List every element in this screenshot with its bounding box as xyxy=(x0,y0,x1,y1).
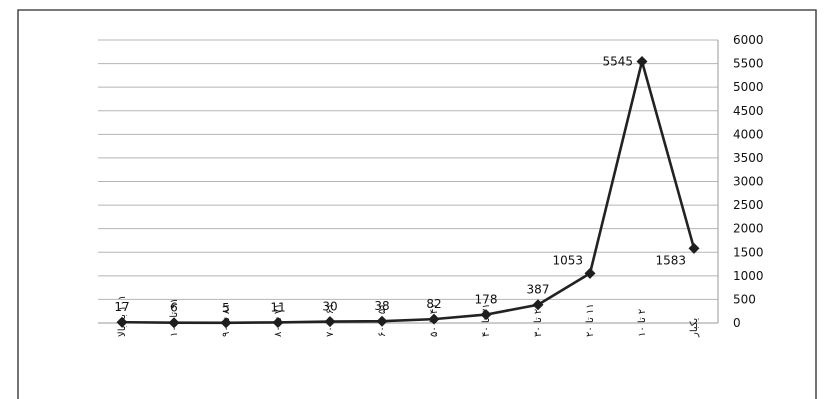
data-point-marker xyxy=(480,309,492,321)
x-tick-label: ۱۱ تا ۲۰ xyxy=(585,303,596,337)
y-tick-label: 3000 xyxy=(733,175,764,189)
x-tick-label: ۲۱ تا ۳۰ xyxy=(533,303,544,337)
data-label: 17 xyxy=(114,300,129,314)
data-point-marker xyxy=(324,316,336,328)
data-labels: 17 6 5 11 30 38 82 178 387 1053 5545 1583 xyxy=(114,54,686,314)
data-point-marker xyxy=(376,315,388,327)
x-tick-label: یکبار xyxy=(689,318,700,338)
data-label: 387 xyxy=(527,283,550,297)
chart-frame-border xyxy=(17,9,817,399)
series-markers xyxy=(116,55,700,329)
data-label: 1583 xyxy=(655,253,686,267)
y-tick-label: 500 xyxy=(733,292,756,306)
y-tick-label: 3500 xyxy=(733,151,764,165)
y-tick-label: 5000 xyxy=(733,80,764,94)
y-tick-label: 2000 xyxy=(733,222,764,236)
data-label: 178 xyxy=(475,293,498,307)
data-point-marker xyxy=(688,242,700,254)
y-tick-label: 4500 xyxy=(733,104,764,118)
data-label: 5 xyxy=(222,301,230,315)
data-point-marker xyxy=(220,317,232,329)
data-point-marker xyxy=(272,316,284,328)
series-line xyxy=(121,60,696,325)
y-axis-tick-labels: 0 500 1000 1500 2000 2500 3000 3500 4000 4500 5000… xyxy=(733,33,764,330)
data-label: 38 xyxy=(374,299,389,313)
data-label: 5545 xyxy=(602,54,633,68)
data-label: 1053 xyxy=(552,253,583,267)
gridlines xyxy=(98,39,718,300)
y-tick-label: 5500 xyxy=(733,57,764,71)
data-point-marker xyxy=(428,313,440,325)
series xyxy=(121,60,696,325)
data-point-marker xyxy=(116,316,128,328)
data-point-marker xyxy=(532,299,544,311)
data-label: 6 xyxy=(170,301,178,315)
x-tick-label: ۱۰۱ به بالا xyxy=(117,295,128,337)
data-label: 30 xyxy=(322,300,337,314)
x-tick-label: ۲ تا ۱۰ xyxy=(637,309,648,337)
y-tick-label: 6000 xyxy=(733,33,764,47)
data-point-marker xyxy=(168,317,180,329)
y-tick-label: 4000 xyxy=(733,127,764,141)
data-label: 11 xyxy=(270,300,285,314)
y-tick-label: 2500 xyxy=(733,198,764,212)
x-tick-label: ۳۱ تا ۴۰ xyxy=(481,303,492,337)
data-label: 82 xyxy=(426,297,441,311)
y-tick-label: 0 xyxy=(733,316,741,330)
y-tick-label: 1500 xyxy=(733,245,764,259)
data-point-marker xyxy=(584,267,596,279)
data-point-marker xyxy=(636,55,648,67)
x-tick-label: ۹۱ تا ۱۰۰ xyxy=(169,298,180,337)
y-tick-label: 1000 xyxy=(733,269,764,283)
